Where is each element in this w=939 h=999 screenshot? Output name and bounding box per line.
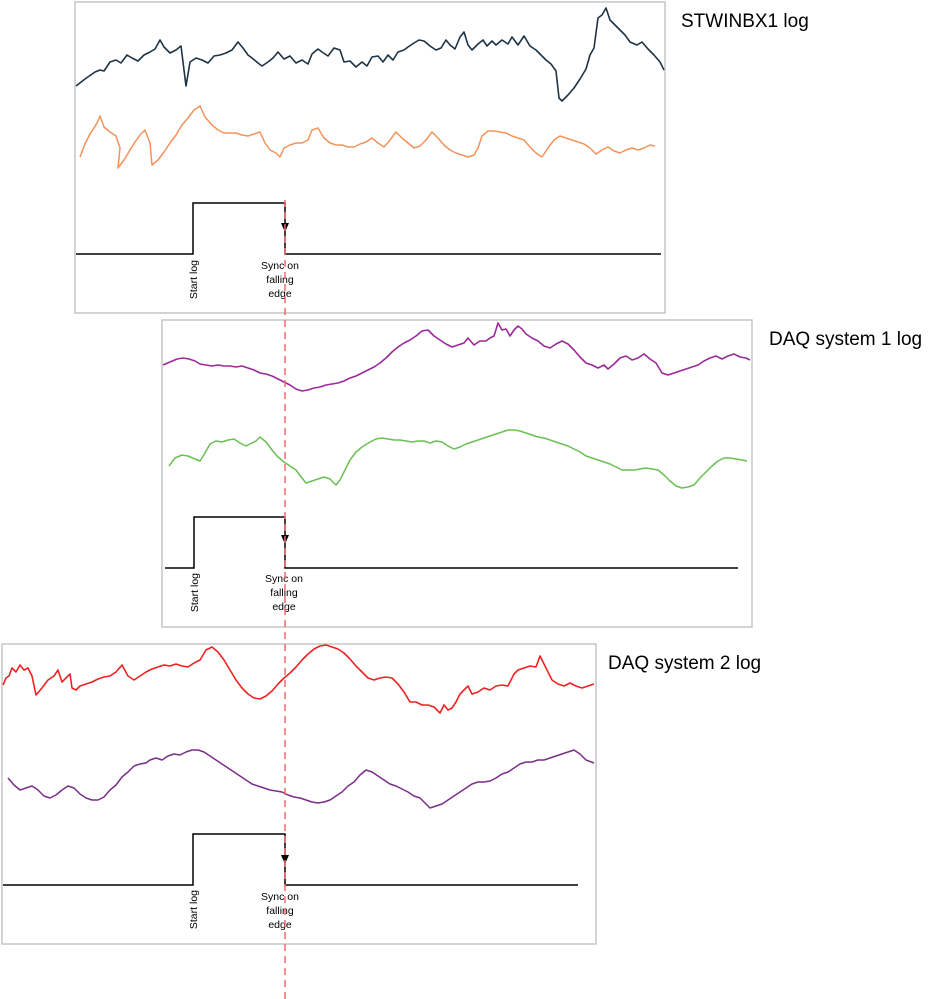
trigger-waveform [76, 202, 661, 255]
signal-trace [7, 749, 595, 809]
panel-daq-system-2: DAQ system 2 log Start log Sync on falli… [1, 643, 761, 945]
trigger-waveform [165, 516, 738, 569]
panel-title: DAQ system 1 log [769, 329, 922, 350]
sync-label-line: falling [270, 587, 298, 599]
signal-trace [75, 7, 665, 102]
signal-trace [79, 105, 656, 169]
sync-label-line: falling [266, 905, 294, 917]
panel-frame [1, 643, 597, 945]
falling-edge-arrowhead [281, 855, 289, 864]
sync-label-line: edge [268, 288, 292, 300]
sync-label: Sync on falling edge [265, 573, 303, 613]
panel-title: DAQ system 2 log [608, 653, 761, 674]
sync-label-line: edge [268, 919, 292, 931]
sync-label-line: Sync on [265, 573, 303, 585]
panel-frame [74, 1, 666, 314]
sync-label-line: Sync on [261, 891, 299, 903]
trigger-waveform [3, 833, 578, 886]
sync-label-line: Sync on [261, 260, 299, 272]
signal-trace [2, 644, 595, 714]
start-log-label: Start log [189, 573, 201, 612]
sync-label-line: falling [266, 274, 294, 286]
panel-daq-system-1: DAQ system 1 log Start log Sync on falli… [161, 319, 922, 628]
start-log-label: Start log [188, 260, 200, 299]
sync-label: Sync on falling edge [261, 891, 299, 931]
panel-frame [161, 319, 753, 628]
sync-label: Sync on falling edge [261, 260, 299, 300]
panel-title: STWINBX1 log [681, 11, 809, 32]
start-log-label: Start log [188, 890, 200, 929]
signal-trace [162, 322, 751, 392]
panel-stwinbx1: STWINBX1 log Start log Sync on falling e… [74, 1, 809, 314]
signal-trace [168, 429, 748, 489]
sync-label-line: edge [272, 601, 296, 613]
